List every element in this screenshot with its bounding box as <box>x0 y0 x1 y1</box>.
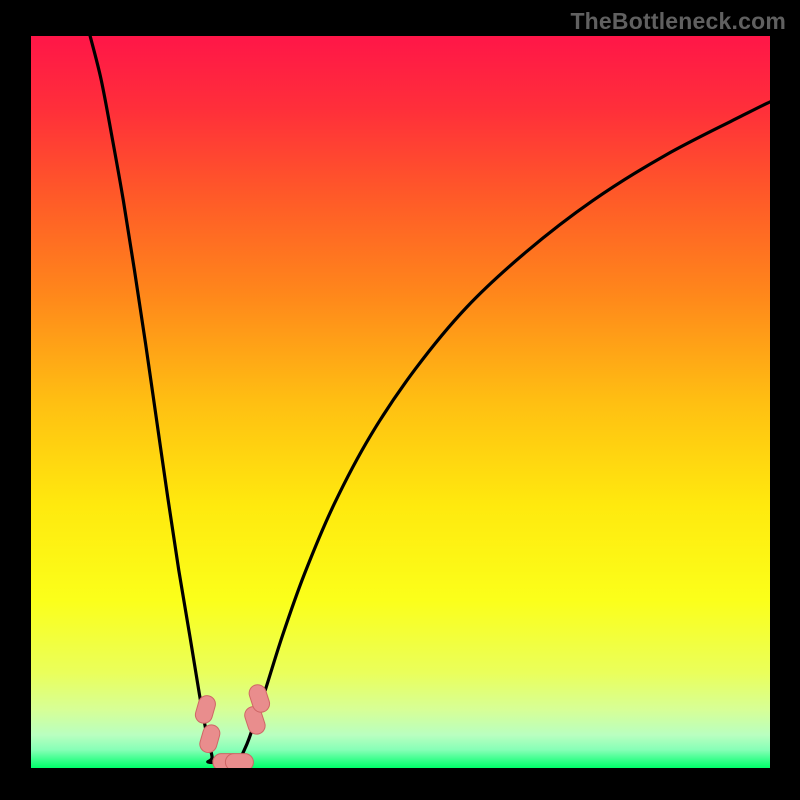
chart-curves <box>31 36 770 768</box>
marker <box>193 694 217 726</box>
chart-plot-area <box>31 36 770 768</box>
marker <box>225 754 253 768</box>
v-curve-path <box>90 36 770 763</box>
watermark-text: TheBottleneck.com <box>570 8 786 35</box>
marker <box>198 723 222 755</box>
